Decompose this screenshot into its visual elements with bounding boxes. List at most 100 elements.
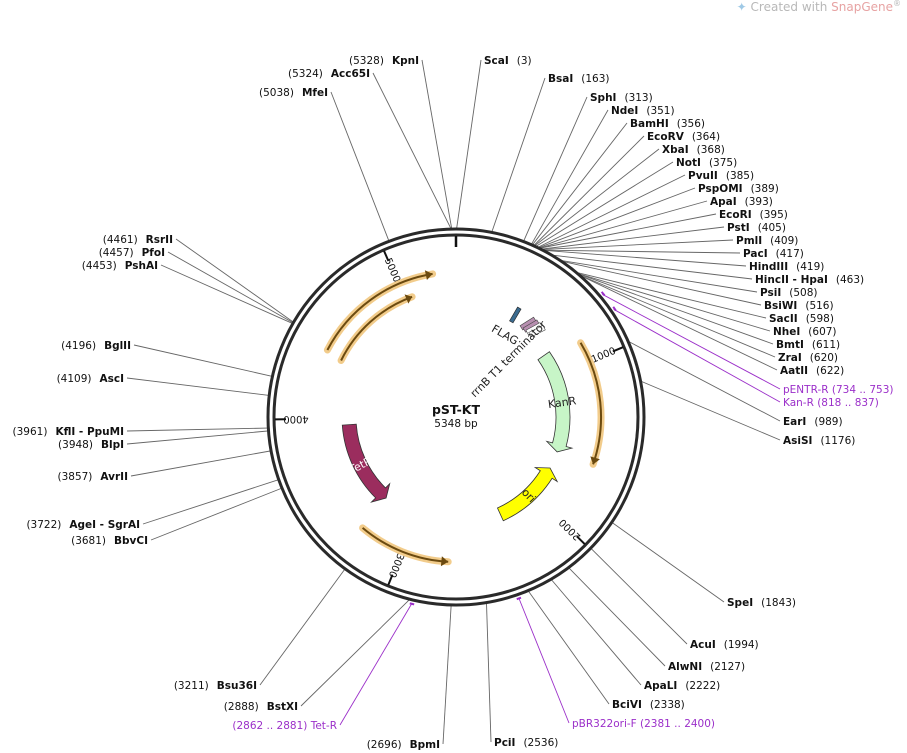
leader-mfei [330, 91, 390, 241]
tick-mark-5000 [383, 250, 390, 262]
leader-pvuii [538, 174, 686, 248]
enzyme-label-bsiwi: BsiWI [764, 300, 797, 312]
orf-glow-1 [359, 524, 452, 566]
leader-agei-sgrai [142, 479, 278, 525]
enzyme-position-pvuii: (385) [726, 170, 754, 182]
orf-arrowhead-0 [590, 456, 600, 465]
leader-eari [629, 341, 781, 422]
enzyme-position-bsai: (163) [581, 73, 609, 85]
leader-xbai [534, 148, 660, 246]
leader-paci [544, 249, 741, 254]
leader-nhei [579, 273, 771, 332]
enzyme-position-psti: (405) [758, 222, 786, 234]
enzyme-position-pspomi: (389) [751, 183, 779, 195]
enzyme-label-bmti: BmtI [776, 339, 804, 351]
primer-label-tet-r: (2862 .. 2881) Tet-R [232, 720, 337, 732]
orf-glow-3 [337, 293, 416, 364]
enzyme-position-bmti: (611) [812, 339, 840, 351]
enzyme-label-bsu36i: Bsu36I [217, 680, 257, 692]
enzyme-label-ecori: EcoRI [719, 209, 752, 221]
enzyme-label-alwni: AlwNI [668, 661, 702, 673]
enzyme-label-pvuii: PvuII [688, 170, 718, 182]
enzyme-label-rsrii: RsrII [146, 234, 173, 246]
leader-acui [591, 548, 688, 645]
enzyme-position-aatii: (622) [816, 365, 844, 377]
enzyme-label-pfoi: PfoI [142, 247, 165, 259]
enzyme-position-psii: (508) [789, 287, 817, 299]
leader-avrii [130, 450, 271, 477]
enzyme-position-ecorv: (364) [692, 131, 720, 143]
leader-bstxi [300, 599, 410, 707]
enzyme-label-apali: ApaLI [644, 680, 677, 692]
leader-alwni [568, 567, 666, 667]
leader-hindiii [545, 249, 747, 267]
enzyme-position-alwni: (2127) [710, 661, 745, 673]
site-labels: ScaI (3) BsaI (163) SphI (313)NdeI (351)BamHI (… [13, 55, 894, 751]
leader-aatii [581, 275, 778, 371]
enzyme-label-asci: AscI [99, 373, 124, 385]
enzyme-label-bcivi: BciVI [612, 699, 642, 711]
leader-bsu36i [259, 569, 345, 686]
enzyme-position-asci: (4109) [57, 373, 92, 385]
leader-acc65i [372, 72, 452, 229]
enzyme-label-bamhi: BamHI [630, 118, 669, 130]
leader-psii [562, 260, 758, 293]
leader-sphi [523, 96, 588, 241]
enzyme-position-blpi: (3948) [58, 439, 93, 451]
leader-primer-tet-r [339, 602, 413, 726]
primer-mark-tet-r [409, 602, 415, 606]
leader-psti [542, 226, 725, 250]
enzyme-label-hincii-hpai: HincII - HpaI [755, 274, 828, 286]
orf-arc-0 [579, 342, 603, 465]
leader-bbvci [150, 488, 282, 541]
primer-label-pbr322ori-f: pBR322ori-F (2381 .. 2400) [572, 718, 715, 730]
orf-arrowhead-3 [404, 294, 413, 304]
enzyme-label-noti: NotI [676, 157, 701, 169]
leader-zrai [581, 275, 776, 358]
enzyme-label-kfli-ppumi: KflI - PpuMI [55, 426, 124, 438]
leader-noti [536, 161, 674, 247]
enzyme-label-scai: ScaI [484, 55, 509, 67]
leader-rsrii [175, 238, 294, 323]
enzyme-position-apali: (2222) [685, 680, 720, 692]
enzyme-label-sphi: SphI [590, 92, 616, 104]
enzyme-label-psii: PsiI [760, 287, 781, 299]
leader-hincii-hpai [553, 254, 753, 280]
leader-asci [126, 377, 269, 396]
plasmid-name: pST-KT [432, 402, 481, 417]
enzyme-label-pshai: PshAI [125, 260, 158, 272]
enzyme-label-apai: ApaI [710, 196, 737, 208]
enzyme-position-pcii: (2536) [523, 737, 558, 749]
tick-label-2000: 2000 [557, 516, 583, 542]
enzyme-label-bglii: BglII [104, 340, 131, 352]
orf-arrowhead-1 [440, 556, 449, 567]
orf-arc-1 [361, 527, 449, 563]
primer-label-kan-r: Kan-R (818 .. 837) [783, 397, 879, 409]
snapgene-logo-icon: ✦ [736, 0, 747, 14]
enzyme-position-ndei: (351) [646, 105, 674, 117]
enzyme-position-avrii: (3857) [57, 471, 92, 483]
enzyme-position-sacii: (598) [806, 313, 834, 325]
primer-mark-kan-r [612, 306, 617, 312]
orf-arcs [323, 270, 605, 567]
enzyme-label-ndei: NdeI [611, 105, 638, 117]
enzyme-position-eari: (989) [814, 416, 842, 428]
primer-mark-pbr322ori-f [516, 596, 522, 601]
enzyme-label-hindiii: HindIII [749, 261, 788, 273]
enzyme-position-bbvci: (3681) [71, 535, 106, 547]
leader-asisi [641, 381, 781, 441]
leader-ndei [531, 109, 609, 245]
feature-ori-arrow [496, 467, 559, 522]
enzyme-position-rsrii: (4461) [103, 234, 138, 246]
leader-bmti [580, 274, 774, 345]
leader-lines [126, 59, 781, 745]
snapgene-watermark: ✦ Created with SnapGene® [737, 0, 901, 14]
leader-primer-kan-r [613, 308, 781, 403]
enzyme-label-eari: EarI [783, 416, 806, 428]
watermark-suffix: ® [893, 0, 901, 8]
enzyme-position-nhei: (607) [808, 326, 836, 338]
enzyme-position-bsiwi: (516) [805, 300, 833, 312]
enzyme-position-kfli-ppumi: (3961) [13, 426, 48, 438]
leader-kfli-ppumi [126, 427, 268, 432]
